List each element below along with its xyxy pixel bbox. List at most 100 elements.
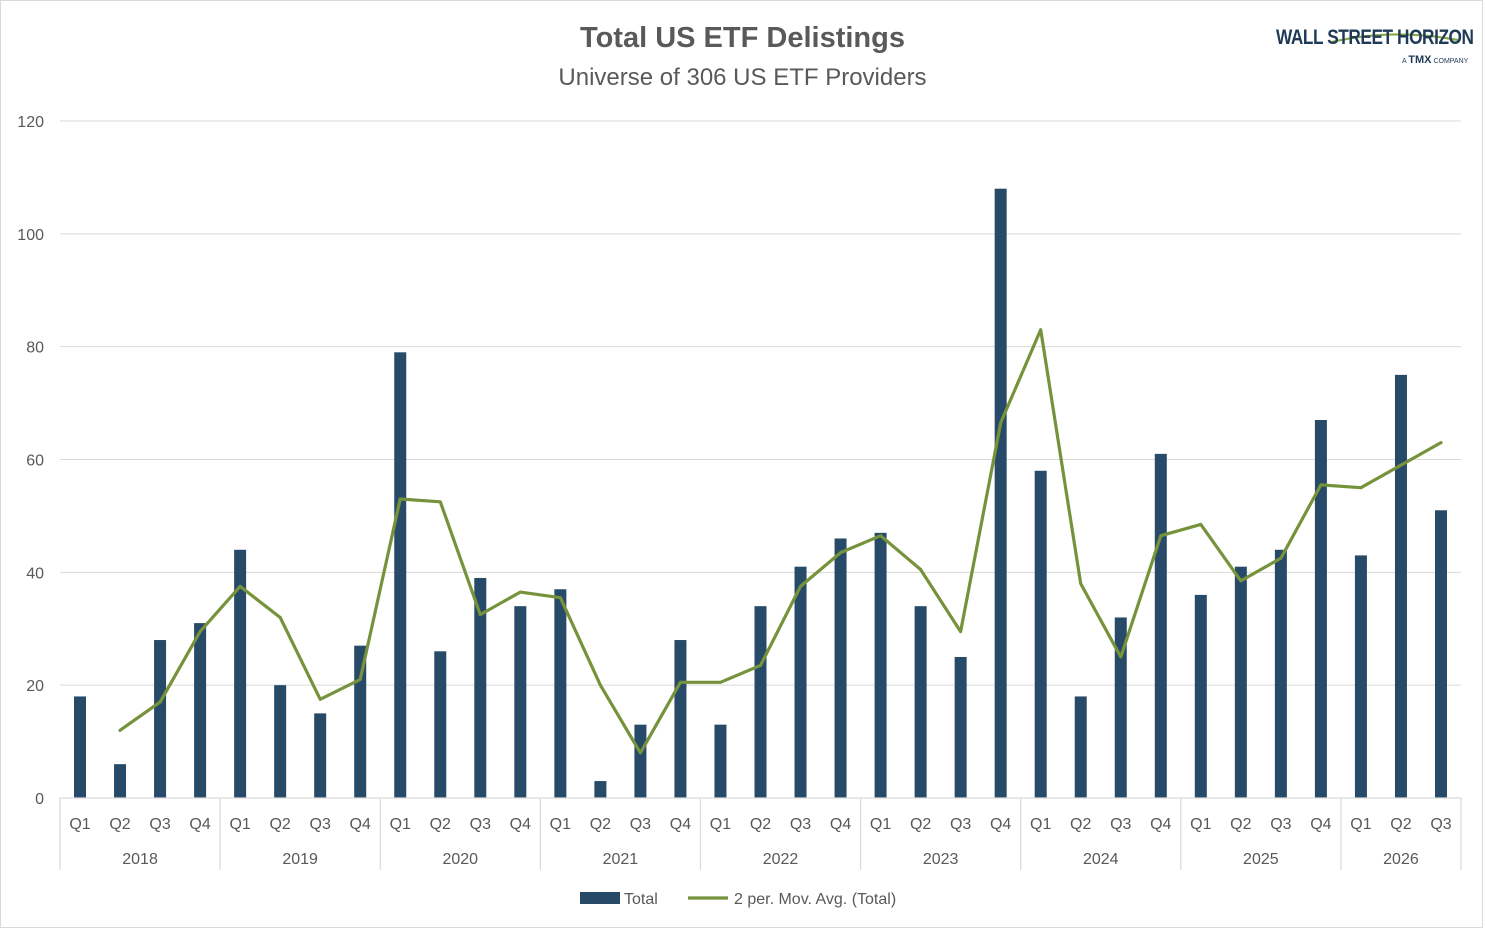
x-tick-label: Q3 [1110,816,1131,833]
bar [1114,617,1127,798]
year-label: 2020 [442,851,478,868]
x-tick-label: Q2 [750,816,771,833]
bar [154,640,167,798]
bar [1194,594,1207,798]
legend-label-moving-average: 2 per. Mov. Avg. (Total) [734,891,896,908]
year-label: 2025 [1243,851,1279,868]
x-tick-label: Q4 [1150,816,1171,833]
bar [914,606,927,798]
x-tick-label: Q1 [390,816,411,833]
y-tick-label: 120 [17,114,44,131]
bar [714,724,727,798]
x-tick-label: Q2 [109,816,130,833]
y-tick-label: 80 [26,340,44,357]
year-label: 2024 [1083,851,1119,868]
legend: Total 2 per. Mov. Avg. (Total) [580,891,896,908]
y-tick-label: 20 [26,678,44,695]
bar [1434,510,1447,798]
x-tick-label: Q3 [950,816,971,833]
x-axis: Q1 Q2 Q3 Q4 Q1 Q2 Q3 Q4 Q1 Q2 Q3 Q4 Q1 Q2 Q3 Q4 Q1 Q2 Q3 Q4… [59,797,1462,870]
gridlines [60,120,1461,686]
chart-subtitle: Universe of 306 US ETF Providers [558,64,927,91]
x-tick-label: Q3 [790,816,811,833]
x-tick-label: Q4 [189,816,210,833]
y-tick-label: 60 [26,453,44,470]
bar-series-total [74,188,1447,798]
bar [994,188,1007,798]
x-tick-label: Q3 [310,816,331,833]
year-label: 2023 [923,851,959,868]
bar [1074,696,1087,798]
bar [114,764,127,798]
x-tick-label: Q1 [69,816,90,833]
bar [834,538,847,798]
year-label: 2026 [1383,851,1419,868]
x-tick-label: Q2 [269,816,290,833]
bar [434,651,447,798]
x-tick-label: Q4 [830,816,851,833]
chart-title: Total US ETF Delistings [580,22,905,54]
x-tick-label: Q3 [470,816,491,833]
x-tick-label: Q3 [630,816,651,833]
line-series-moving-average [118,328,1443,755]
x-tick-label: Q4 [510,816,531,833]
x-tick-label: Q1 [1350,816,1371,833]
x-tick-label: Q3 [1430,816,1451,833]
bar [194,623,207,798]
bar [474,577,487,798]
bar [1154,453,1167,798]
year-label: 2019 [282,851,318,868]
bar [394,352,407,798]
x-tick-label: Q4 [350,816,371,833]
wall-street-horizon-logo: WALL STREET HORIZON A TMX COMPANY [1272,24,1474,72]
bar [1354,555,1367,798]
bar [274,685,287,798]
x-tick-label: Q3 [1270,816,1291,833]
x-tick-label: Q1 [1030,816,1051,833]
x-tick-label: Q2 [910,816,931,833]
year-label: 2022 [763,851,799,868]
x-tick-label: Q4 [1310,816,1331,833]
bar [314,713,327,798]
y-tick-label: 100 [17,227,44,244]
bar [1394,374,1407,798]
bar [594,781,607,798]
bar [754,606,767,798]
x-tick-label: Q4 [990,816,1011,833]
bar [354,645,367,798]
year-label: 2018 [122,851,158,868]
legend-label-total: Total [624,891,658,908]
moving-average-line [118,328,1443,755]
year-label: 2021 [603,851,639,868]
bar [634,724,647,798]
x-tick-label: Q2 [1070,816,1091,833]
bar [554,589,567,798]
x-tick-label: Q1 [710,816,731,833]
x-tick-label: Q1 [550,816,571,833]
y-tick-label: 0 [35,791,44,808]
bar [514,606,527,798]
y-axis-ticks: 0 20 40 60 80 100 120 [17,114,44,808]
bar [1234,566,1247,798]
bar [74,696,87,798]
x-tick-label: Q1 [1190,816,1211,833]
bar [954,656,967,798]
x-tick-label: Q2 [1230,816,1251,833]
legend-swatch-total [580,892,620,904]
bar [1314,420,1327,798]
logo-wordmark: WALL STREET HORIZON [1276,26,1474,49]
x-tick-label: Q2 [590,816,611,833]
y-tick-label: 40 [26,565,44,582]
logo-swoosh-icon [1331,33,1459,44]
x-tick-label: Q1 [870,816,891,833]
x-tick-label: Q3 [149,816,170,833]
bar [1034,470,1047,798]
x-tick-label: Q2 [430,816,451,833]
bar [794,566,807,798]
x-tick-label: Q4 [670,816,691,833]
bar [1274,549,1287,798]
bar [234,549,247,798]
bar [674,640,687,798]
logo-tagline: A TMX COMPANY [1402,54,1469,66]
